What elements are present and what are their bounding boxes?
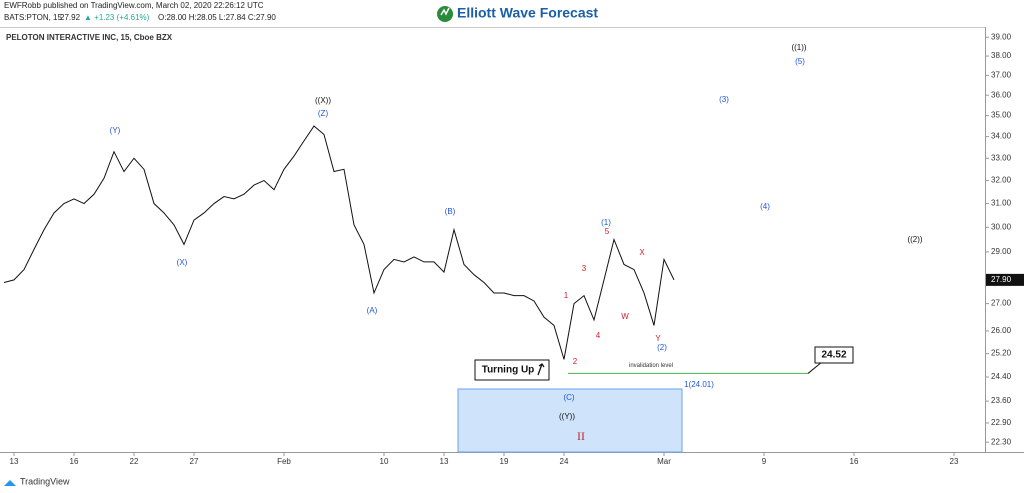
x-tick-label: 24	[560, 457, 569, 466]
y-tick-label: 36.00	[991, 90, 1012, 99]
ohlc: O:28.00 H:28.05 L:27.84 C:27.90	[158, 13, 276, 22]
current-price-label: 27.90	[991, 275, 1012, 284]
price-change: ▲ +1.23 (+4.61%)	[84, 13, 150, 22]
wave-label: ((2))	[907, 235, 922, 244]
y-tick-label: 35.00	[991, 111, 1012, 120]
wave-label: ((Y))	[559, 412, 575, 421]
y-tick-label: 22.90	[991, 418, 1012, 427]
turning-up-box	[474, 359, 550, 381]
wave-label: (X)	[177, 258, 188, 267]
wave-label: (Z)	[318, 109, 329, 118]
logo-text: Elliott Wave Forecast	[457, 5, 598, 21]
wave-label: 4	[596, 331, 601, 340]
wave-label: Y	[655, 334, 661, 343]
y-tick-label: 22.30	[991, 437, 1012, 446]
wave-label: (1)	[601, 218, 611, 227]
x-tick-label: 13	[10, 457, 19, 466]
y-tick-label: 27.00	[991, 299, 1012, 308]
wave-label: X	[639, 248, 645, 257]
x-tick-label: 10	[380, 457, 389, 466]
wave-label: 5	[605, 227, 610, 236]
y-tick-label: 24.40	[991, 372, 1012, 381]
invalidation-label: 24.52	[821, 350, 846, 361]
y-tick-label: 29.00	[991, 247, 1012, 256]
x-tick-label: 22	[130, 457, 139, 466]
y-tick-label: 39.00	[991, 32, 1012, 41]
logo-wave	[440, 7, 450, 16]
published-line: EWFRobb published on TradingView.com, Ma…	[4, 1, 264, 10]
wave-label: (2)	[657, 343, 667, 352]
y-tick-label: 23.60	[991, 396, 1012, 405]
wave-label: 1(24.01)	[684, 380, 714, 389]
wave-label: (A)	[367, 306, 378, 315]
symbol: BATS:PTON, 15	[4, 13, 62, 22]
price-line	[3, 125, 675, 360]
wave-label: ((X))	[315, 96, 331, 105]
brand-text: TradingView	[20, 476, 70, 486]
wave-label: (3)	[719, 95, 729, 104]
y-tick-label: 30.00	[991, 222, 1012, 231]
x-tick-label: Feb	[277, 457, 291, 466]
y-tick-label: 26.00	[991, 326, 1012, 335]
x-tick-label: 9	[762, 457, 767, 466]
brand-icon	[4, 480, 16, 486]
wave-label: (B)	[445, 207, 456, 216]
wave-label: ((1))	[791, 43, 806, 52]
wave-label: Turning Up	[482, 365, 535, 376]
logo-icon	[437, 6, 453, 22]
x-tick-label: 19	[500, 457, 509, 466]
callout-pointer	[807, 361, 823, 374]
wave-label: 2	[573, 357, 578, 366]
wave-label: II	[577, 429, 585, 443]
chart-title: PELOTON INTERACTIVE INC, 15, Cboe BZX	[6, 33, 173, 42]
callout-box	[814, 346, 854, 364]
x-tick-label: 13	[440, 457, 449, 466]
y-tick-label: 25.20	[991, 349, 1012, 358]
target-zone	[457, 388, 683, 453]
y-tick-label: 34.00	[991, 132, 1012, 141]
y-tick-label: 38.00	[991, 51, 1012, 60]
wave-label: (Y)	[110, 126, 121, 135]
x-tick-label: 23	[950, 457, 959, 466]
current-price-tag	[986, 273, 1024, 286]
x-tick-label: 16	[850, 457, 859, 466]
x-tick-label: Mar	[657, 457, 671, 466]
wave-label: (C)	[563, 393, 574, 402]
wave-label: 1	[564, 291, 569, 300]
x-tick-label: 16	[70, 457, 79, 466]
turning-up-arrow	[537, 363, 545, 376]
y-tick-label: 32.00	[991, 176, 1012, 185]
wave-label: 3	[582, 264, 587, 273]
logo: Elliott Wave Forecast	[437, 5, 598, 22]
y-tick-label: 37.00	[991, 70, 1012, 79]
x-tick-label: 27	[190, 457, 199, 466]
y-tick-label: 33.00	[991, 153, 1012, 162]
brand: TradingView	[4, 476, 70, 486]
wave-label: (4)	[760, 202, 770, 211]
last-price: 27.92	[60, 13, 81, 22]
invalidation-text: invalidation level	[629, 363, 673, 369]
y-tick-label: 31.00	[991, 199, 1012, 208]
wave-label: (5)	[795, 57, 805, 66]
wave-label: W	[621, 312, 629, 321]
